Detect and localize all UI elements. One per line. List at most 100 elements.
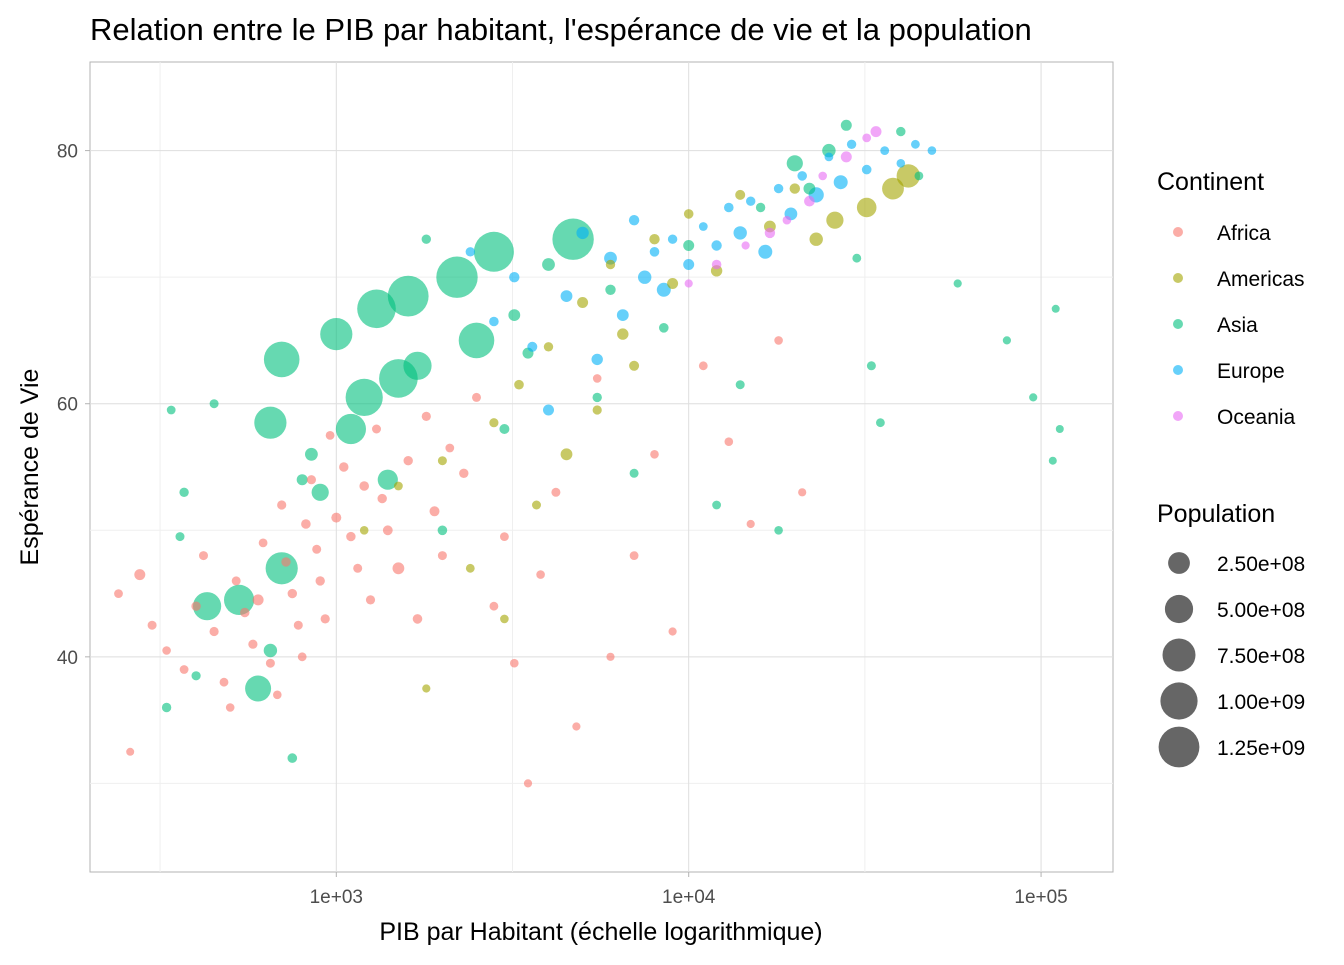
point-africa: [403, 456, 413, 466]
point-europe: [698, 222, 708, 231]
point-asia: [1048, 456, 1057, 465]
point-europe: [824, 152, 834, 162]
point-asia: [683, 240, 695, 251]
x-axis-ticks: 1e+03 1e+04 1e+05: [310, 872, 1068, 908]
point-europe: [591, 353, 603, 366]
point-americas: [629, 360, 640, 371]
point-africa: [209, 626, 219, 637]
point-americas: [882, 177, 904, 200]
point-africa: [359, 481, 370, 491]
point-asia: [755, 202, 766, 213]
point-europe: [746, 196, 756, 206]
point-americas: [683, 209, 694, 219]
point-asia: [1055, 425, 1064, 433]
point-americas: [592, 405, 602, 415]
size-legend-key: [1158, 726, 1200, 768]
point-asia: [403, 351, 432, 380]
point-americas: [735, 189, 746, 200]
y-tick-label: 60: [57, 395, 78, 416]
point-africa: [297, 652, 307, 662]
point-oceania: [741, 241, 750, 250]
point-africa: [774, 336, 783, 345]
point-africa: [798, 488, 807, 497]
point-africa: [219, 677, 229, 687]
size-legend-key: [1162, 638, 1196, 672]
point-africa: [225, 703, 235, 712]
point-americas: [489, 418, 499, 428]
point-asia: [265, 552, 298, 585]
point-europe: [683, 259, 695, 270]
point-africa: [365, 595, 376, 605]
point-africa: [377, 493, 387, 504]
point-africa: [301, 519, 311, 529]
point-asia: [499, 424, 510, 434]
point-americas: [667, 278, 679, 289]
point-africa: [325, 431, 335, 440]
legend-key-africa: [1173, 227, 1183, 237]
point-oceania: [764, 227, 776, 239]
point-asia: [552, 218, 594, 260]
point-asia: [345, 378, 383, 416]
point-europe: [896, 159, 906, 168]
point-asia: [335, 413, 366, 445]
point-africa: [412, 614, 423, 624]
point-asia: [508, 309, 521, 321]
point-europe: [846, 139, 857, 149]
plot-border: [89, 61, 1114, 873]
point-europe: [560, 290, 573, 302]
point-africa: [445, 443, 455, 453]
size-legend-label: 2.50e+08: [1217, 553, 1305, 576]
point-europe: [509, 272, 520, 283]
point-oceania: [870, 126, 882, 138]
point-oceania: [804, 195, 815, 207]
size-legend-label: 1.25e+09: [1217, 737, 1305, 760]
point-americas: [856, 197, 877, 218]
point-europe: [861, 164, 872, 175]
point-americas: [422, 684, 431, 693]
point-africa: [134, 569, 146, 581]
point-americas: [896, 164, 920, 188]
point-americas: [617, 328, 629, 340]
point-asia: [542, 258, 555, 271]
point-africa: [489, 601, 499, 611]
point-asia: [866, 361, 876, 371]
point-asia: [161, 702, 172, 713]
point-africa: [320, 614, 330, 624]
point-oceania: [782, 215, 792, 225]
point-africa: [199, 551, 208, 561]
point-africa: [382, 525, 393, 536]
y-tick-label: 40: [57, 648, 78, 669]
point-asia: [224, 584, 255, 616]
point-europe: [543, 404, 554, 416]
point-asia: [191, 671, 201, 681]
point-americas: [560, 448, 573, 461]
point-africa: [510, 658, 519, 668]
point-europe: [711, 240, 722, 251]
point-europe: [489, 316, 499, 327]
point-americas: [532, 500, 541, 510]
point-asia: [840, 119, 852, 131]
point-africa: [273, 690, 282, 700]
legend-label-americas: Americas: [1217, 268, 1305, 291]
point-asia: [876, 418, 885, 428]
point-asia: [774, 526, 783, 535]
legend-label-oceania: Oceania: [1217, 406, 1296, 429]
point-americas: [437, 456, 447, 466]
y-axis-ticks: 40 60 80: [57, 142, 90, 669]
point-africa: [459, 468, 469, 478]
point-asia: [311, 483, 329, 501]
point-africa: [281, 557, 291, 567]
point-africa: [346, 531, 356, 542]
point-asia: [803, 182, 816, 195]
point-africa: [629, 551, 639, 560]
point-asia: [254, 406, 287, 439]
point-oceania: [711, 259, 722, 270]
point-europe: [638, 270, 652, 284]
point-africa: [572, 722, 581, 731]
chart-title: Relation entre le PIB par habitant, l'es…: [90, 12, 1032, 47]
point-europe: [773, 183, 784, 194]
point-africa: [331, 512, 342, 523]
point-asia: [473, 231, 514, 272]
point-americas: [649, 234, 660, 245]
x-tick-label: 1e+03: [310, 887, 363, 908]
